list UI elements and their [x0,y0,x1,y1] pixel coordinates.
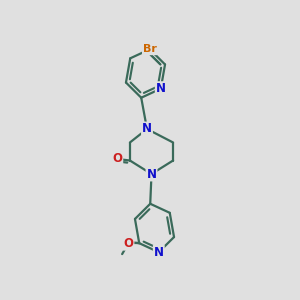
Text: O: O [112,152,122,166]
Text: O: O [123,237,134,250]
Text: N: N [156,82,166,95]
Text: N: N [146,167,157,181]
Text: N: N [142,122,152,136]
Text: Br: Br [143,44,157,54]
Text: N: N [154,246,164,259]
